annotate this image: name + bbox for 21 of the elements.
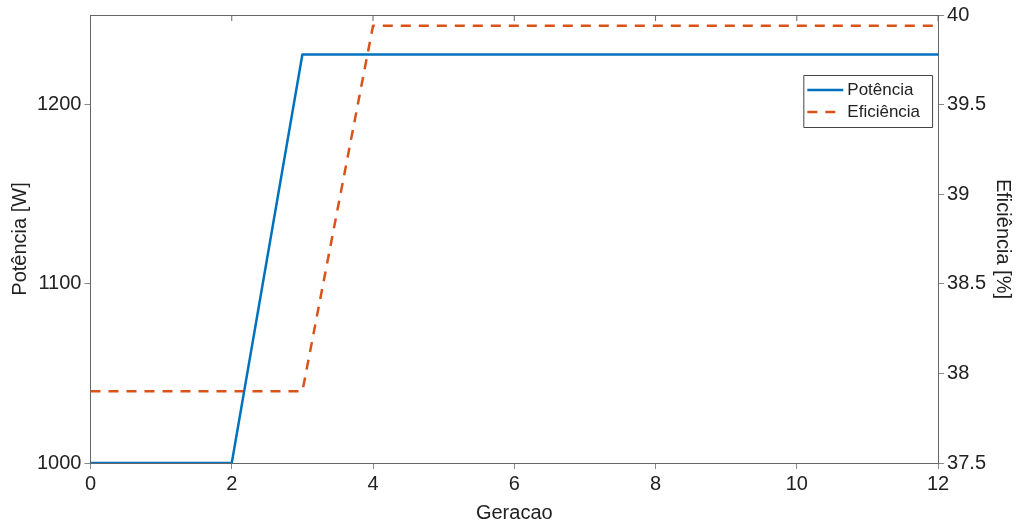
y2-tick-label: 38.5: [947, 271, 987, 294]
legend-label: Eficiência: [847, 101, 921, 121]
x-tick-label: 4: [367, 471, 379, 494]
x-tick-label: 8: [649, 471, 662, 494]
y-tick-label: 1000: [36, 450, 82, 473]
y2-tick-label: 39: [947, 181, 970, 204]
y2-tick-label: 39.5: [947, 92, 987, 115]
y-tick-label: 1100: [38, 271, 82, 294]
x-tick-label: 2: [226, 471, 238, 494]
y-axis-title: Potência [W]: [7, 182, 30, 296]
x-tick-label: 6: [508, 471, 520, 494]
y2-tick-label: 37.5: [947, 450, 987, 473]
y2-tick-label: 40: [947, 2, 970, 25]
legend-label: Potência: [847, 79, 915, 99]
x-tick-label: 0: [84, 471, 97, 494]
y2-tick-label: 38: [947, 360, 970, 383]
x-tick-label: 10: [785, 471, 808, 494]
y-tick-label: 1200: [36, 92, 82, 115]
y2-axis-title: Eficiência [%]: [993, 178, 1016, 300]
x-tick-label: 12: [926, 471, 950, 494]
x-axis-title: Geracao: [475, 500, 553, 523]
